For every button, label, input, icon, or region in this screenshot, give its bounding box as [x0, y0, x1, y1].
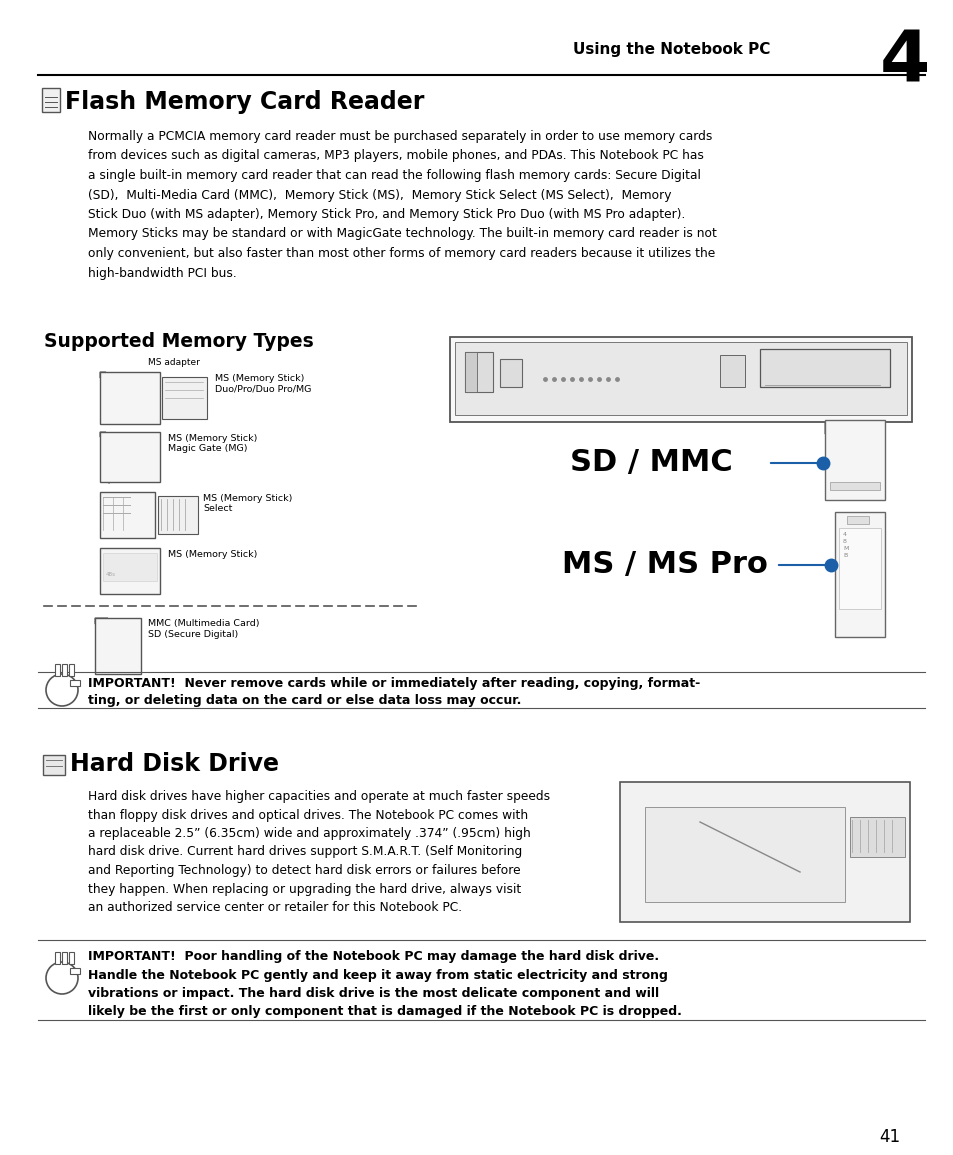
Bar: [70, 968, 80, 974]
Text: Memory Sticks may be standard or with MagicGate technology. The built-in memory : Memory Sticks may be standard or with Ma…: [88, 228, 716, 240]
Circle shape: [625, 904, 638, 916]
Bar: [103, 553, 157, 581]
Bar: [162, 377, 207, 419]
Text: MS adapter: MS adapter: [148, 358, 200, 367]
Bar: [62, 952, 67, 964]
Text: likely be the first or only component that is damaged if the Notebook PC is drop: likely be the first or only component th…: [88, 1006, 681, 1019]
Circle shape: [625, 796, 638, 808]
Text: Normally a PCMCIA memory card reader must be purchased separately in order to us: Normally a PCMCIA memory card reader mus…: [88, 131, 712, 143]
Text: Duo/Pro/Duo Pro/MG: Duo/Pro/Duo Pro/MG: [214, 383, 311, 393]
Text: high-bandwidth PCI bus.: high-bandwidth PCI bus.: [88, 267, 236, 280]
Bar: [644, 807, 844, 902]
Bar: [55, 952, 60, 964]
Bar: [464, 352, 476, 392]
Bar: [499, 359, 521, 387]
Bar: [849, 817, 904, 857]
Text: Supported Memory Types: Supported Memory Types: [44, 331, 314, 351]
Text: Using the Notebook PC: Using the Notebook PC: [572, 42, 769, 57]
Circle shape: [46, 675, 78, 706]
Text: MS (Memory Stick): MS (Memory Stick): [214, 374, 304, 383]
Circle shape: [887, 904, 899, 916]
Text: and Reporting Technology) to detect hard disk errors or failures before: and Reporting Technology) to detect hard…: [88, 864, 520, 877]
Bar: [158, 495, 198, 534]
Text: 4
8
M
B: 4 8 M B: [842, 532, 847, 558]
Text: (SD),  Multi-Media Card (MMC),  Memory Stick (MS),  Memory Stick Select (MS Sele: (SD), Multi-Media Card (MMC), Memory Sti…: [88, 188, 671, 201]
Polygon shape: [100, 432, 106, 437]
Text: MS (Memory Stick): MS (Memory Stick): [168, 434, 257, 444]
Bar: [829, 482, 879, 490]
Text: SD (Secure Digital): SD (Secure Digital): [148, 629, 238, 639]
Text: a single built-in memory card reader that can read the following flash memory ca: a single built-in memory card reader tha…: [88, 169, 700, 182]
Bar: [838, 528, 880, 609]
Text: 4: 4: [879, 28, 929, 97]
Bar: [619, 782, 909, 922]
Bar: [42, 88, 60, 112]
Text: from devices such as digital cameras, MP3 players, mobile phones, and PDAs. This: from devices such as digital cameras, MP…: [88, 149, 703, 163]
Bar: [69, 952, 74, 964]
Bar: [100, 492, 154, 538]
Polygon shape: [100, 372, 106, 378]
Bar: [760, 349, 889, 387]
Text: MMC (Multimedia Card): MMC (Multimedia Card): [148, 619, 259, 628]
Bar: [69, 664, 74, 676]
Bar: [455, 342, 906, 415]
Text: they happen. When replacing or upgrading the hard drive, always visit: they happen. When replacing or upgrading…: [88, 882, 520, 895]
Text: Stick Duo (with MS adapter), Memory Stick Pro, and Memory Stick Pro Duo (with MS: Stick Duo (with MS adapter), Memory Stic…: [88, 208, 684, 221]
Bar: [100, 372, 160, 424]
Bar: [62, 664, 67, 676]
Text: an authorized service center or retailer for this Notebook PC.: an authorized service center or retailer…: [88, 901, 461, 914]
Bar: [720, 355, 744, 387]
Text: MS (Memory Stick): MS (Memory Stick): [168, 550, 257, 559]
Text: Hard Disk Drive: Hard Disk Drive: [70, 752, 278, 776]
Text: than floppy disk drives and optical drives. The Notebook PC comes with: than floppy disk drives and optical driv…: [88, 808, 528, 821]
Text: vibrations or impact. The hard disk drive is the most delicate component and wil: vibrations or impact. The hard disk driv…: [88, 988, 659, 1000]
Circle shape: [896, 367, 906, 377]
Text: only convenient, but also faster than most other forms of memory card readers be: only convenient, but also faster than mo…: [88, 247, 715, 260]
Text: a replaceable 2.5” (6.35cm) wide and approximately .374” (.95cm) high: a replaceable 2.5” (6.35cm) wide and app…: [88, 827, 530, 840]
Circle shape: [791, 864, 807, 880]
Text: 4Bs: 4Bs: [106, 572, 116, 578]
Circle shape: [46, 962, 78, 994]
Text: SD / MMC: SD / MMC: [569, 448, 732, 477]
Polygon shape: [824, 420, 838, 434]
Bar: [834, 512, 884, 638]
Text: Handle the Notebook PC gently and keep it away from static electricity and stron: Handle the Notebook PC gently and keep i…: [88, 969, 667, 982]
Text: MS / MS Pro: MS / MS Pro: [561, 551, 767, 580]
Text: IMPORTANT!  Never remove cards while or immediately after reading, copying, form: IMPORTANT! Never remove cards while or i…: [88, 677, 700, 690]
Bar: [100, 432, 160, 482]
Text: hard disk drive. Current hard drives support S.M.A.R.T. (Self Monitoring: hard disk drive. Current hard drives sup…: [88, 845, 521, 858]
Text: Magic Gate (MG): Magic Gate (MG): [168, 444, 247, 453]
Bar: [100, 547, 160, 594]
Polygon shape: [95, 618, 108, 624]
Circle shape: [887, 796, 899, 808]
Bar: [824, 420, 884, 500]
Bar: [95, 618, 141, 675]
Bar: [450, 337, 911, 422]
Bar: [43, 755, 65, 775]
Bar: [55, 664, 60, 676]
Text: ting, or deleting data on the card or else data loss may occur.: ting, or deleting data on the card or el…: [88, 694, 521, 707]
Text: Hard disk drives have higher capacities and operate at much faster speeds: Hard disk drives have higher capacities …: [88, 790, 550, 803]
Bar: [70, 680, 80, 686]
Text: Flash Memory Card Reader: Flash Memory Card Reader: [65, 90, 424, 114]
Bar: [846, 516, 868, 524]
Text: IMPORTANT!  Poor handling of the Notebook PC may damage the hard disk drive.: IMPORTANT! Poor handling of the Notebook…: [88, 951, 659, 963]
Bar: [464, 352, 493, 392]
Text: Select: Select: [203, 504, 233, 513]
Text: 41: 41: [878, 1128, 899, 1146]
Text: MS (Memory Stick): MS (Memory Stick): [203, 494, 292, 502]
